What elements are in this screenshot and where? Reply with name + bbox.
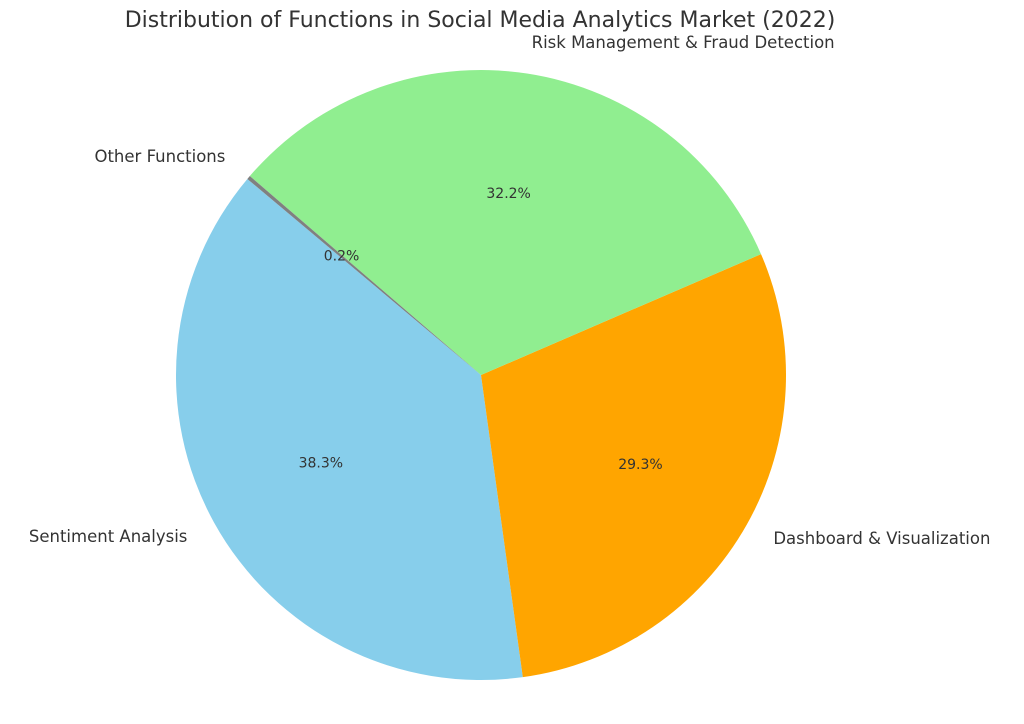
value-label: 38.3% xyxy=(299,456,343,472)
pie-slice xyxy=(176,178,523,681)
chart-title: Distribution of Functions in Social Medi… xyxy=(125,8,836,33)
value-label: 0.2% xyxy=(324,248,360,264)
pie-slice xyxy=(481,254,786,678)
pie-slice xyxy=(249,70,761,375)
slice-label: Other Functions xyxy=(94,147,225,166)
slice-label: Dashboard & Visualization xyxy=(773,529,990,548)
value-label: 32.2% xyxy=(486,186,530,202)
slice-label: Risk Management & Fraud Detection xyxy=(532,33,835,52)
slice-label: Sentiment Analysis xyxy=(29,527,188,546)
value-label: 29.3% xyxy=(618,457,662,473)
pie-slice xyxy=(247,176,481,375)
